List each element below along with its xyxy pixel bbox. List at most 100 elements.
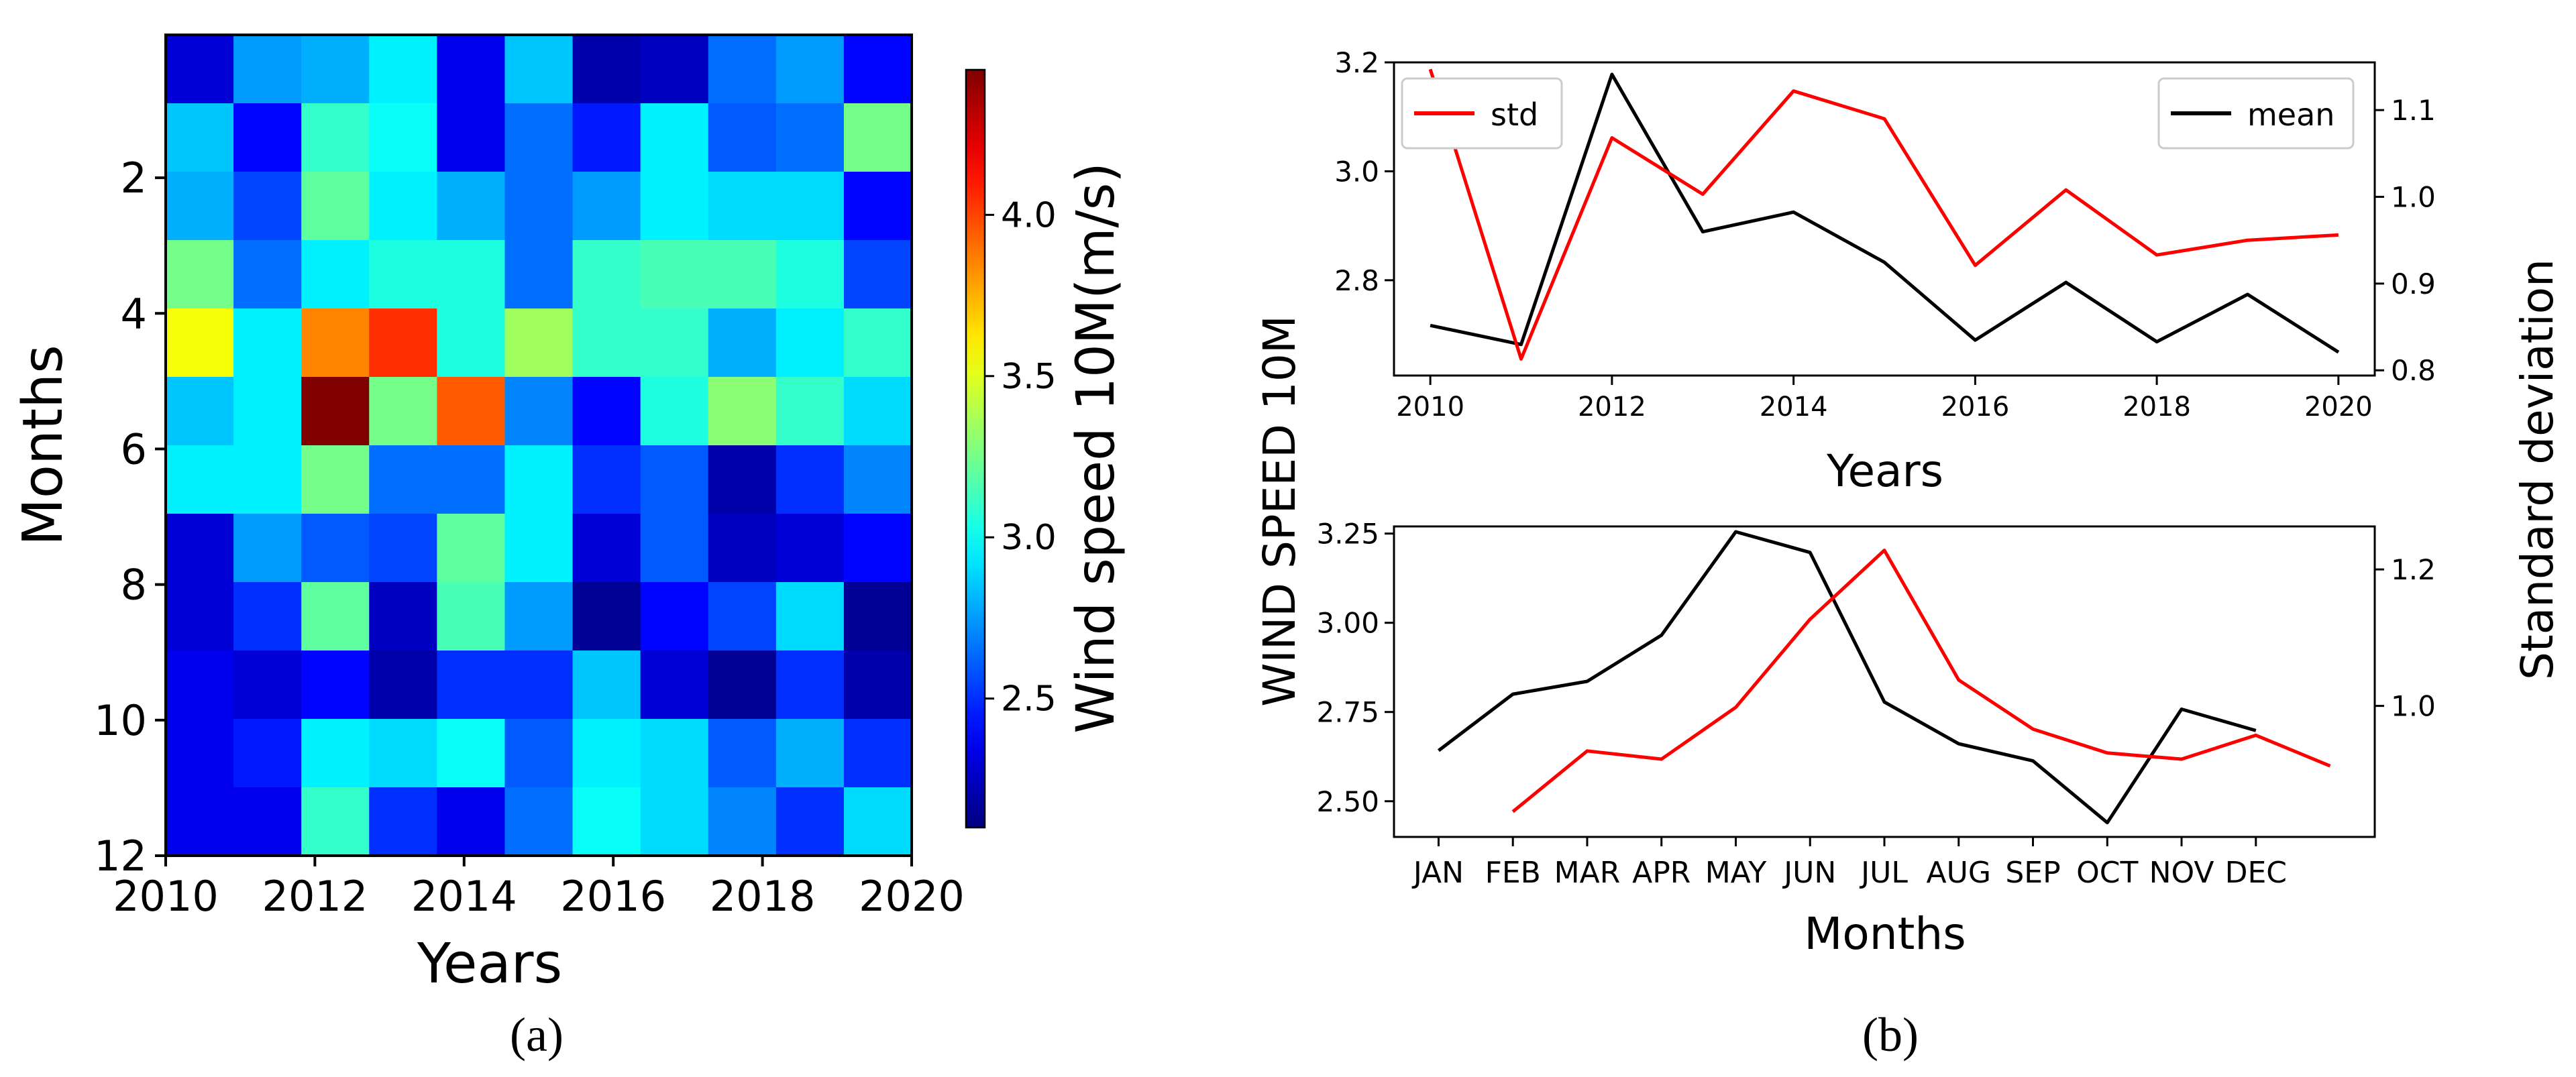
y-left-tick-label: 3.00	[1316, 607, 1379, 640]
heatmap-cell	[437, 35, 506, 104]
heatmap-cell	[708, 240, 777, 309]
x-tick-label: APR	[1632, 856, 1690, 890]
heatmap-y-tick-label: 12	[94, 832, 147, 881]
heatmap-cell	[369, 650, 438, 720]
x-tick-label: 2012	[1578, 392, 1646, 422]
heatmap-cell	[166, 719, 234, 788]
heatmap-cell	[775, 719, 845, 788]
heatmap-cell	[775, 650, 845, 720]
heatmap-cell	[775, 582, 845, 651]
heatmap-cell	[572, 514, 641, 583]
y-right-tick-label: 1.0	[2391, 690, 2436, 723]
heatmap-cell	[166, 514, 234, 583]
heatmap-cell	[775, 240, 845, 309]
heatmap-cell	[775, 308, 845, 378]
heatmap-cell	[504, 650, 574, 720]
x-tick-label: DEC	[2225, 856, 2287, 890]
x-tick-label: SEP	[2005, 856, 2060, 890]
heatmap-cell	[775, 787, 845, 856]
heatmap-cell	[775, 377, 845, 446]
heatmap-cell	[233, 650, 302, 720]
colorbar-ticks: 2.5 3.0 3.5 4.0	[985, 195, 1057, 720]
heatmap-cell	[166, 172, 234, 241]
heatmap-cell	[775, 35, 845, 104]
heatmap-x-tick-label: 2016	[560, 872, 666, 921]
x-tick-label: FEB	[1485, 856, 1541, 890]
heatmap-cell	[369, 308, 438, 378]
heatmap-y-ticks: 2 4 6 8 10 12	[94, 154, 166, 881]
heatmap-cell	[775, 445, 845, 514]
heatmap-frame	[164, 34, 913, 857]
heatmap-y-tick-label: 10	[94, 696, 147, 745]
heatmap-cell	[708, 35, 777, 104]
colorbar-label: Wind speed 10M(m/s)	[1066, 162, 1126, 734]
colorbar	[965, 68, 986, 829]
heatmap-y-tick-label: 8	[121, 561, 147, 610]
x-tick-label: JAN	[1411, 856, 1464, 890]
legend-std-label: std	[1491, 97, 1538, 133]
heatmap-cell	[775, 514, 845, 583]
heatmap-cell	[301, 377, 370, 446]
heatmap-cell	[301, 445, 370, 514]
heatmap-cell	[708, 787, 777, 856]
heatmap-cell	[640, 377, 709, 446]
heatmap-cell	[640, 514, 709, 583]
heatmap-cell	[572, 240, 641, 309]
series-line-mean	[1437, 530, 2257, 825]
y-left-tick-label: 3.2	[1334, 46, 1379, 79]
heatmap-cell	[504, 514, 574, 583]
heatmap-cell	[708, 172, 777, 241]
heatmap-y-tick-label: 2	[121, 154, 147, 203]
x-tick-label: NOV	[2149, 856, 2214, 890]
heatmap-cell	[572, 308, 641, 378]
y-left-tick-label: 2.50	[1316, 785, 1379, 818]
heatmap-cell	[437, 787, 506, 856]
heatmap-cell	[369, 787, 438, 856]
heatmap-cell	[369, 582, 438, 651]
x-tick-label: JUN	[1782, 856, 1836, 890]
heatmap-cell	[843, 308, 912, 378]
x-tick-label: AUG	[1927, 856, 1991, 890]
heatmap-cell	[775, 172, 845, 241]
colorbar-tick-label: 3.5	[1001, 357, 1057, 397]
heatmap-cell	[166, 445, 234, 514]
heatmap-cell	[437, 514, 506, 583]
heatmap-cell	[301, 787, 370, 856]
series-line-mean	[1430, 72, 2340, 354]
bottom-x-label: Months	[1804, 908, 1966, 960]
caption-a-text: (a)	[510, 1008, 564, 1062]
heatmap-cell	[369, 35, 438, 104]
heatmap-cell	[640, 445, 709, 514]
heatmap-cell	[437, 582, 506, 651]
caption-b: (b)	[1862, 1008, 1919, 1062]
heatmap-y-tick-label: 6	[121, 424, 147, 473]
heatmap-cell	[843, 35, 912, 104]
heatmap-cell	[504, 582, 574, 651]
heatmap-cell	[572, 445, 641, 514]
heatmap-cell	[843, 787, 912, 856]
heatmap-cell	[437, 650, 506, 720]
heatmap-cell	[233, 240, 302, 309]
heatmap-cell	[640, 582, 709, 651]
heatmap-cell	[166, 35, 234, 104]
heatmap-cell	[843, 514, 912, 583]
heatmap-cell	[708, 650, 777, 720]
legend-mean-box	[2157, 77, 2355, 150]
colorbar-tick-label: 2.5	[1001, 679, 1057, 720]
heatmap-cell	[301, 103, 370, 172]
top-x-label: Years	[1826, 445, 1943, 497]
heatmap-cell	[166, 582, 234, 651]
heatmap-cell	[504, 445, 574, 514]
heatmap-x-ticks: 2010 2012 2014 2016 2018 2020	[113, 856, 965, 921]
bottom-line-plot: JAN FEB MAR APR MAY JUN JUL AUG SEP OCT NOV DEC 2.50…	[1316, 518, 2435, 890]
x-tick-label: 2020	[2304, 392, 2373, 422]
line-right-axis-label: Standard deviation	[2512, 259, 2563, 680]
heatmap-cell	[166, 240, 234, 309]
heatmap-cell	[233, 719, 302, 788]
heatmap-cells	[166, 35, 912, 856]
heatmap-cell	[301, 582, 370, 651]
y-left-tick-label: 2.8	[1334, 264, 1379, 297]
heatmap-cell	[843, 172, 912, 241]
x-tick-label: 2010	[1396, 392, 1464, 422]
heatmap-cell	[369, 514, 438, 583]
